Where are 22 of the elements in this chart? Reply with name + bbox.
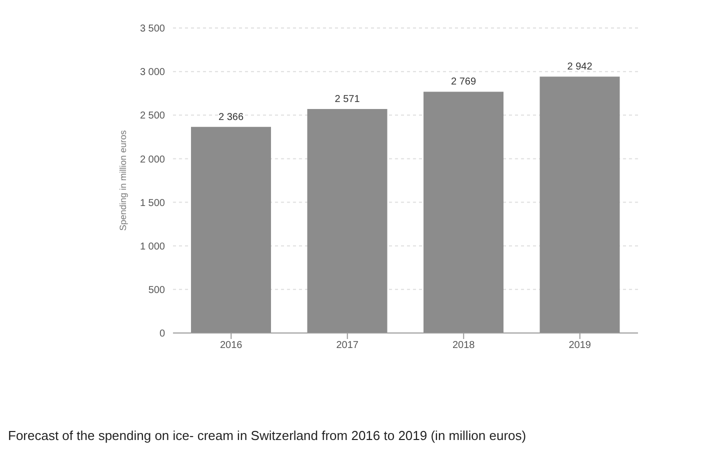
data-label: 2 571 — [334, 94, 360, 105]
y-tick-label: 1 500 — [140, 198, 166, 209]
bar — [307, 108, 388, 333]
x-tick-label: 2016 — [220, 340, 243, 352]
text: Forecast of the spending on ice- cream in Switzerland from 2016 to 2019 (in million euros) — [8, 428, 526, 443]
y-tick-label: 3 000 — [140, 67, 166, 78]
x-tick-label: 2019 — [568, 340, 592, 352]
data-label: 2 769 — [450, 76, 476, 88]
y-tick-label: 2 000 — [140, 154, 166, 166]
y-tick-label: 3 500 — [140, 24, 166, 35]
bar — [540, 76, 620, 333]
bar — [424, 92, 504, 333]
y-tick-label: 0 — [159, 328, 166, 340]
data-label: 2 366 — [218, 112, 244, 123]
bar — [191, 126, 271, 333]
y-tick-label: 500 — [148, 284, 166, 296]
x-tick-label: 2018 — [452, 340, 476, 352]
data-label: 2 942 — [567, 62, 593, 73]
y-tick-label: 2 500 — [140, 110, 166, 122]
y-tick-label: 1 000 — [140, 241, 166, 252]
x-tick-label: 2017 — [336, 340, 359, 352]
y-axis-title: Spending in million euros — [118, 130, 128, 231]
